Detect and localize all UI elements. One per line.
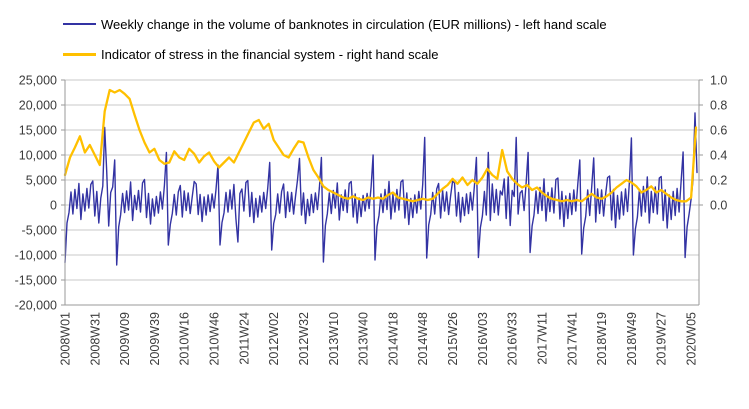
x-axis-tick-label: 2009W09 <box>118 312 132 366</box>
right-axis-tick-label: 0.8 <box>710 99 727 113</box>
x-axis-tick-label: 2018W19 <box>595 312 609 366</box>
legend-item-banknotes: Weekly change in the volume of banknotes… <box>63 9 607 39</box>
x-axis-tick-label: 2009W39 <box>148 312 162 366</box>
x-axis-tick-label: 2018W49 <box>625 312 639 366</box>
x-axis-tick-label: 2014W48 <box>416 312 430 366</box>
right-axis-tick-label: 0.2 <box>710 174 727 188</box>
x-axis-tick-label: 2013W40 <box>357 312 371 366</box>
x-axis-tick-label: 2011W24 <box>237 312 251 365</box>
legend-label-banknotes: Weekly change in the volume of banknotes… <box>101 16 607 32</box>
banknotes-series-line <box>64 112 698 266</box>
left-axis-tick-label: -5,000 <box>22 224 57 238</box>
legend-item-stress: Indicator of stress in the financial sys… <box>63 39 607 69</box>
left-axis-tick-label: -15,000 <box>15 274 57 288</box>
x-axis-tick-label: 2008W31 <box>88 312 102 366</box>
x-axis-tick-label: 2012W32 <box>297 312 311 366</box>
right-axis-tick-label: 1.0 <box>710 74 727 88</box>
x-axis-tick-label: 2008W01 <box>59 312 73 366</box>
left-axis-tick-label: 5,000 <box>26 174 57 188</box>
x-axis-tick-label: 2017W41 <box>565 312 579 366</box>
x-axis-tick-label: 2016W33 <box>506 312 520 366</box>
left-axis-tick-label: -20,000 <box>15 299 57 313</box>
stress-series-line <box>63 88 698 203</box>
left-axis-tick-label: 20,000 <box>19 99 57 113</box>
x-axis-tick-label: 2016W03 <box>476 312 490 366</box>
right-axis-tick-label: 0.0 <box>710 199 727 213</box>
chart-legend: Weekly change in the volume of banknotes… <box>63 9 607 69</box>
x-axis-tick-label: 2017W11 <box>535 312 549 365</box>
x-axis-tick-label: 2013W10 <box>327 312 341 366</box>
x-axis-tick-label: 2020W05 <box>685 312 699 366</box>
left-axis-tick-label: 15,000 <box>19 124 57 138</box>
x-axis-tick-label: 2014W18 <box>386 312 400 366</box>
x-axis-tick-label: 2019W27 <box>655 312 669 366</box>
x-axis-tick-label: 2012W02 <box>267 312 281 366</box>
legend-line-stress-icon <box>63 52 96 56</box>
left-axis-tick-label: 10,000 <box>19 149 57 163</box>
right-axis-tick-label: 0.4 <box>710 149 727 163</box>
right-axis-tick-label: 0.6 <box>710 124 727 138</box>
x-axis-tick-label: 2015W26 <box>446 312 460 366</box>
left-axis-tick-label: -10,000 <box>15 249 57 263</box>
x-axis-tick-label: 2010W46 <box>208 312 222 366</box>
left-axis-tick-label: 25,000 <box>19 74 57 88</box>
x-axis-tick-label: 2010W16 <box>178 312 192 366</box>
legend-line-banknotes-icon <box>63 23 96 25</box>
legend-label-stress: Indicator of stress in the financial sys… <box>101 46 439 62</box>
left-axis-tick-label: 0 <box>50 199 57 213</box>
